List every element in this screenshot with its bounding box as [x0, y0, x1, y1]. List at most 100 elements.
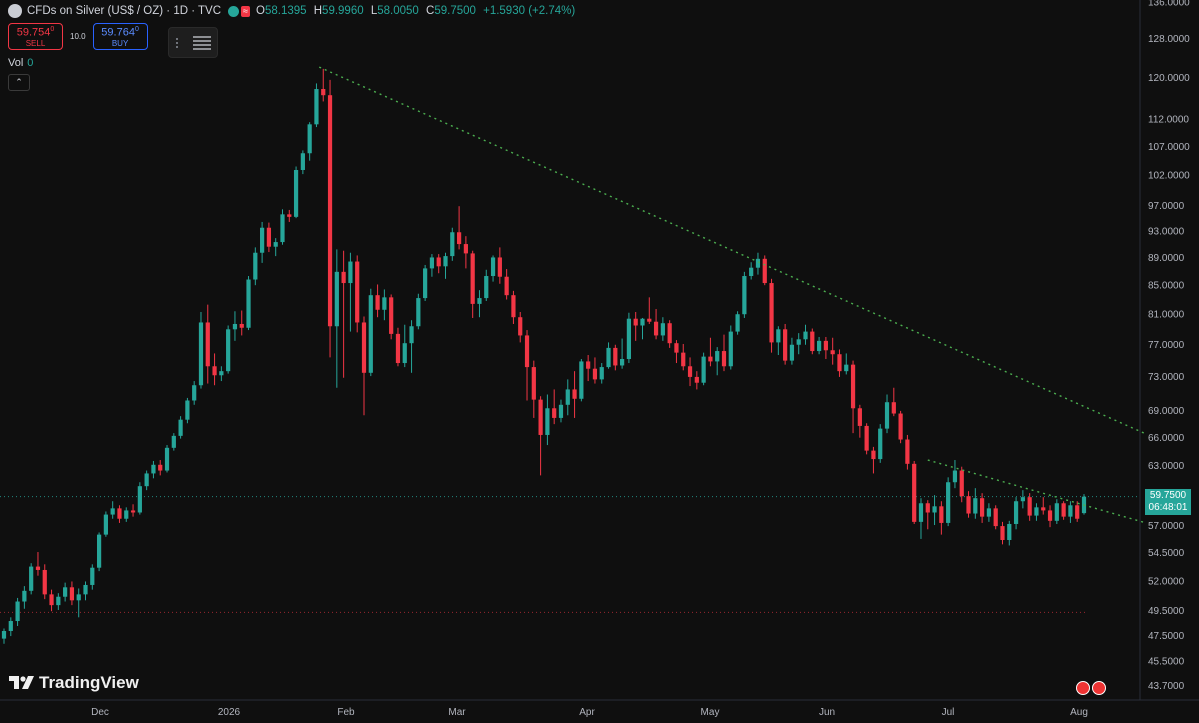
y-tick-label: 66.0000: [1148, 433, 1185, 444]
candle-body: [918, 503, 924, 522]
x-tick-label: Feb: [337, 707, 355, 718]
candle-body: [810, 331, 815, 352]
candle-body: [307, 124, 312, 154]
candle-body: [280, 214, 285, 243]
candle-body: [925, 503, 930, 513]
candle-body: [90, 567, 95, 585]
candle-body: [647, 318, 652, 322]
candle-body: [69, 587, 75, 601]
candle-body: [762, 258, 767, 284]
x-tick-label: May: [701, 707, 720, 718]
candle-body: [293, 169, 299, 217]
candle-body: [130, 510, 136, 513]
candle-body: [260, 227, 265, 253]
candle-body: [633, 318, 638, 326]
x-tick-label: 2026: [218, 707, 241, 718]
us-flag-icon[interactable]: [1092, 681, 1106, 695]
candle-body: [789, 344, 795, 361]
candle-body: [728, 331, 733, 367]
sell-label: SELL: [25, 39, 46, 49]
ohlc-high-value: 59.9960: [322, 5, 364, 17]
collapse-button[interactable]: ⌃: [8, 74, 30, 91]
candle-body: [171, 435, 176, 448]
candle-body: [1007, 523, 1012, 541]
y-tick-label: 112.0000: [1148, 114, 1189, 125]
ohlc-close-key: C: [426, 5, 435, 17]
candle-body: [246, 279, 251, 328]
x-tick-label: Dec: [91, 707, 109, 718]
candle-body: [884, 402, 890, 429]
us-flag-icon[interactable]: [1076, 681, 1090, 695]
candle-body: [1000, 526, 1005, 541]
candle-body: [341, 271, 346, 284]
candle-body: [456, 232, 462, 245]
candle-body: [463, 244, 468, 254]
candle-body: [613, 347, 618, 366]
candle-body: [429, 257, 435, 269]
wave-icon: ≈: [241, 5, 250, 17]
candle-body: [769, 283, 774, 343]
candle-body: [409, 326, 414, 344]
candle-body: [1047, 510, 1053, 521]
candle-body: [599, 367, 604, 380]
candle-body: [314, 89, 319, 125]
candle-body: [96, 534, 102, 568]
ohlc-change-value: +1.5930 (+2.74%): [483, 5, 576, 17]
toolbar-menu-button[interactable]: [168, 27, 218, 58]
candle-body: [545, 408, 550, 435]
buy-button[interactable]: 59.7640 BUY: [92, 23, 148, 50]
x-tick-label: Apr: [579, 707, 595, 718]
sell-button[interactable]: 59.7540 SELL: [8, 23, 63, 50]
candle-body: [993, 508, 998, 527]
candle-body: [198, 322, 204, 386]
candle-body: [35, 566, 41, 570]
ohlc-low-value: 58.0050: [377, 5, 419, 17]
candle-body: [1027, 497, 1032, 516]
candle-body: [755, 258, 761, 268]
candle-body: [49, 594, 54, 606]
x-tick-label: Jul: [942, 707, 955, 718]
y-tick-label: 57.0000: [1148, 521, 1185, 532]
chart-header: CFDs on Silver (US$ / OZ) · 1D · TVC ≈ O…: [8, 4, 579, 18]
y-tick-label: 81.0000: [1148, 309, 1185, 320]
silver-symbol-icon: [8, 4, 22, 18]
candle-body: [266, 227, 272, 247]
candle-body: [1068, 505, 1073, 517]
candle-body: [531, 367, 536, 400]
candle-body: [389, 297, 394, 334]
candle-body: [144, 473, 149, 487]
candle-body: [375, 295, 380, 310]
candle-body: [939, 506, 944, 523]
candle-body: [776, 329, 781, 343]
y-tick-label: 73.0000: [1148, 372, 1185, 383]
candle-body: [946, 482, 951, 523]
candle-body: [660, 323, 665, 336]
candle-body: [742, 276, 747, 315]
y-tick-label: 89.0000: [1148, 253, 1185, 264]
candle-body: [538, 399, 543, 435]
candle-body: [1054, 503, 1059, 521]
candle-body: [1034, 507, 1039, 516]
y-tick-label: 45.5000: [1148, 657, 1185, 668]
candle-body: [952, 470, 958, 483]
candle-body: [273, 242, 278, 247]
buy-label: BUY: [111, 39, 129, 49]
candle-body: [783, 329, 788, 361]
candle-body: [687, 366, 693, 377]
symbol-title[interactable]: CFDs on Silver (US$ / OZ) · 1D · TVC: [27, 5, 222, 17]
candle-body: [226, 329, 231, 372]
ohlc-open-value: 58.1395: [264, 5, 307, 17]
y-tick-label: 63.0000: [1148, 461, 1185, 472]
tradingview-logo[interactable]: TradingView: [9, 673, 139, 693]
tradingview-logo-text: TradingView: [39, 673, 139, 692]
candle-body: [735, 314, 740, 332]
chevron-up-icon: ⌃: [15, 77, 23, 87]
candle-body: [212, 366, 217, 376]
candle-body: [402, 343, 407, 364]
candle-body: [721, 351, 727, 367]
buy-price-sup: 0: [134, 25, 139, 33]
candle-body: [117, 508, 122, 519]
candle-body: [701, 356, 706, 383]
y-tick-label: 47.5000: [1148, 631, 1185, 642]
